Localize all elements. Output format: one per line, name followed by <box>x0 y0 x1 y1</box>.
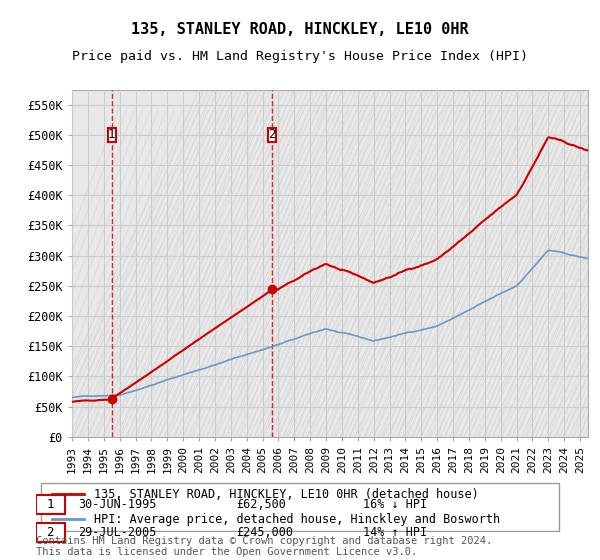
135, STANLEY ROAD, HINCKLEY, LE10 0HR (detached house) <box>393 271 400 278</box>
135, STANLEY ROAD, HINCKLEY, LE10 0HR (detached house) <box>68 398 76 405</box>
Text: £245,000: £245,000 <box>236 526 293 539</box>
Text: 2: 2 <box>47 526 54 539</box>
Text: 2: 2 <box>268 128 275 141</box>
Line: HPI: Average price, detached house, Hinckley and Bosworth: HPI: Average price, detached house, Hinc… <box>72 250 588 398</box>
HPI: Average price, detached house, Hinckley and Bosworth: (2.02e+03, 1.91e+05): Average price, detached house, Hinckley … <box>443 318 451 325</box>
FancyBboxPatch shape <box>36 495 65 514</box>
HPI: Average price, detached house, Hinckley and Bosworth: (1.99e+03, 6.51e+04): Average price, detached house, Hinckley … <box>68 394 76 401</box>
135, STANLEY ROAD, HINCKLEY, LE10 0HR (detached house) <box>236 308 244 315</box>
Text: 135, STANLEY ROAD, HINCKLEY, LE10 0HR (detached house): 135, STANLEY ROAD, HINCKLEY, LE10 0HR (d… <box>94 488 479 501</box>
FancyBboxPatch shape <box>108 128 116 142</box>
Text: HPI: Average price, detached house, Hinckley and Bosworth: HPI: Average price, detached house, Hinc… <box>94 513 500 526</box>
Text: 30-JUN-1995: 30-JUN-1995 <box>78 498 157 511</box>
HPI: Average price, detached house, Hinckley and Bosworth: (2.02e+03, 3.09e+05): Average price, detached house, Hinckley … <box>545 247 553 254</box>
HPI: Average price, detached house, Hinckley and Bosworth: (2.01e+03, 1.68e+05): Average price, detached house, Hinckley … <box>393 332 400 339</box>
135, STANLEY ROAD, HINCKLEY, LE10 0HR (detached house) <box>545 134 553 141</box>
Line: 135, STANLEY ROAD, HINCKLEY, LE10 0HR (detached house): 135, STANLEY ROAD, HINCKLEY, LE10 0HR (d… <box>72 137 588 402</box>
Text: 1: 1 <box>108 128 115 141</box>
FancyBboxPatch shape <box>36 524 65 542</box>
Text: 14% ↑ HPI: 14% ↑ HPI <box>364 526 427 539</box>
Text: £62,500: £62,500 <box>236 498 287 511</box>
FancyBboxPatch shape <box>0 0 600 541</box>
Text: 16% ↓ HPI: 16% ↓ HPI <box>364 498 427 511</box>
HPI: Average price, detached house, Hinckley and Bosworth: (2e+03, 7.63e+04): Average price, detached house, Hinckley … <box>130 388 137 394</box>
135, STANLEY ROAD, HINCKLEY, LE10 0HR (detached house) <box>441 250 448 256</box>
135, STANLEY ROAD, HINCKLEY, LE10 0HR (detached house) <box>584 147 592 154</box>
HPI: Average price, detached house, Hinckley and Bosworth: (2.01e+03, 1.52e+05): Average price, detached house, Hinckley … <box>273 342 280 348</box>
135, STANLEY ROAD, HINCKLEY, LE10 0HR (detached house) <box>273 287 280 293</box>
HPI: Average price, detached house, Hinckley and Bosworth: (2e+03, 1.33e+05): Average price, detached house, Hinckley … <box>236 353 244 360</box>
FancyBboxPatch shape <box>41 483 559 531</box>
Text: Price paid vs. HM Land Registry's House Price Index (HPI): Price paid vs. HM Land Registry's House … <box>72 50 528 63</box>
Text: 135, STANLEY ROAD, HINCKLEY, LE10 0HR: 135, STANLEY ROAD, HINCKLEY, LE10 0HR <box>131 22 469 38</box>
FancyBboxPatch shape <box>268 128 276 142</box>
HPI: Average price, detached house, Hinckley and Bosworth: (2.03e+03, 2.95e+05): Average price, detached house, Hinckley … <box>584 255 592 262</box>
135, STANLEY ROAD, HINCKLEY, LE10 0HR (detached house) <box>443 248 451 255</box>
Text: 1: 1 <box>47 498 54 511</box>
Text: Contains HM Land Registry data © Crown copyright and database right 2024.
This d: Contains HM Land Registry data © Crown c… <box>36 535 492 557</box>
135, STANLEY ROAD, HINCKLEY, LE10 0HR (detached house) <box>130 380 137 387</box>
Text: 29-JUL-2005: 29-JUL-2005 <box>78 526 157 539</box>
HPI: Average price, detached house, Hinckley and Bosworth: (2.02e+03, 1.89e+05): Average price, detached house, Hinckley … <box>441 319 448 326</box>
